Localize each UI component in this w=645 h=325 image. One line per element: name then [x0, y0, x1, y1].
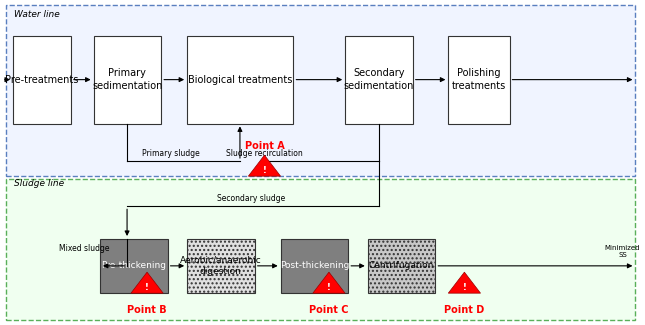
Text: Point A: Point A	[244, 141, 284, 151]
Bar	[13, 36, 71, 124]
Text: Sludge line: Sludge line	[14, 179, 65, 188]
Text: !: !	[263, 166, 266, 175]
Text: Water line: Water line	[14, 10, 60, 20]
Text: Post-thickening: Post-thickening	[280, 261, 349, 270]
Text: Pre-thickening: Pre-thickening	[101, 261, 166, 270]
Text: Mixed sludge: Mixed sludge	[59, 244, 109, 253]
Text: Biological treatments: Biological treatments	[188, 75, 292, 84]
Text: Aerobic/anaerobic
digestion: Aerobic/anaerobic digestion	[180, 256, 262, 276]
Text: Pre-treatments: Pre-treatments	[5, 75, 79, 84]
Text: Minimized
SS: Minimized SS	[604, 245, 640, 258]
Bar	[6, 5, 635, 176]
Text: Point D: Point D	[444, 305, 484, 315]
Text: Polishing
treatments: Polishing treatments	[451, 69, 506, 91]
Text: Primary
sedimentation: Primary sedimentation	[92, 69, 163, 91]
Polygon shape	[131, 272, 163, 293]
Bar	[100, 239, 168, 292]
Bar	[94, 36, 161, 124]
Bar	[187, 239, 255, 292]
Text: Point B: Point B	[127, 305, 167, 315]
Polygon shape	[313, 272, 345, 293]
Text: Secondary sludge: Secondary sludge	[217, 194, 286, 203]
Text: Point C: Point C	[309, 305, 349, 315]
Text: Secondary
sedimentation: Secondary sedimentation	[344, 69, 414, 91]
Polygon shape	[248, 155, 281, 176]
Bar	[345, 36, 413, 124]
Bar	[368, 239, 435, 292]
Bar	[187, 36, 293, 124]
Text: Sludge recirculation: Sludge recirculation	[226, 149, 303, 158]
Bar	[281, 239, 348, 292]
Text: !: !	[462, 283, 466, 292]
Text: Centrifugation: Centrifugation	[369, 261, 434, 270]
Polygon shape	[448, 272, 481, 293]
Text: !: !	[327, 283, 331, 292]
Text: !: !	[145, 283, 149, 292]
Bar	[6, 179, 635, 320]
Text: Primary sludge: Primary sludge	[142, 149, 200, 158]
Bar	[448, 36, 510, 124]
